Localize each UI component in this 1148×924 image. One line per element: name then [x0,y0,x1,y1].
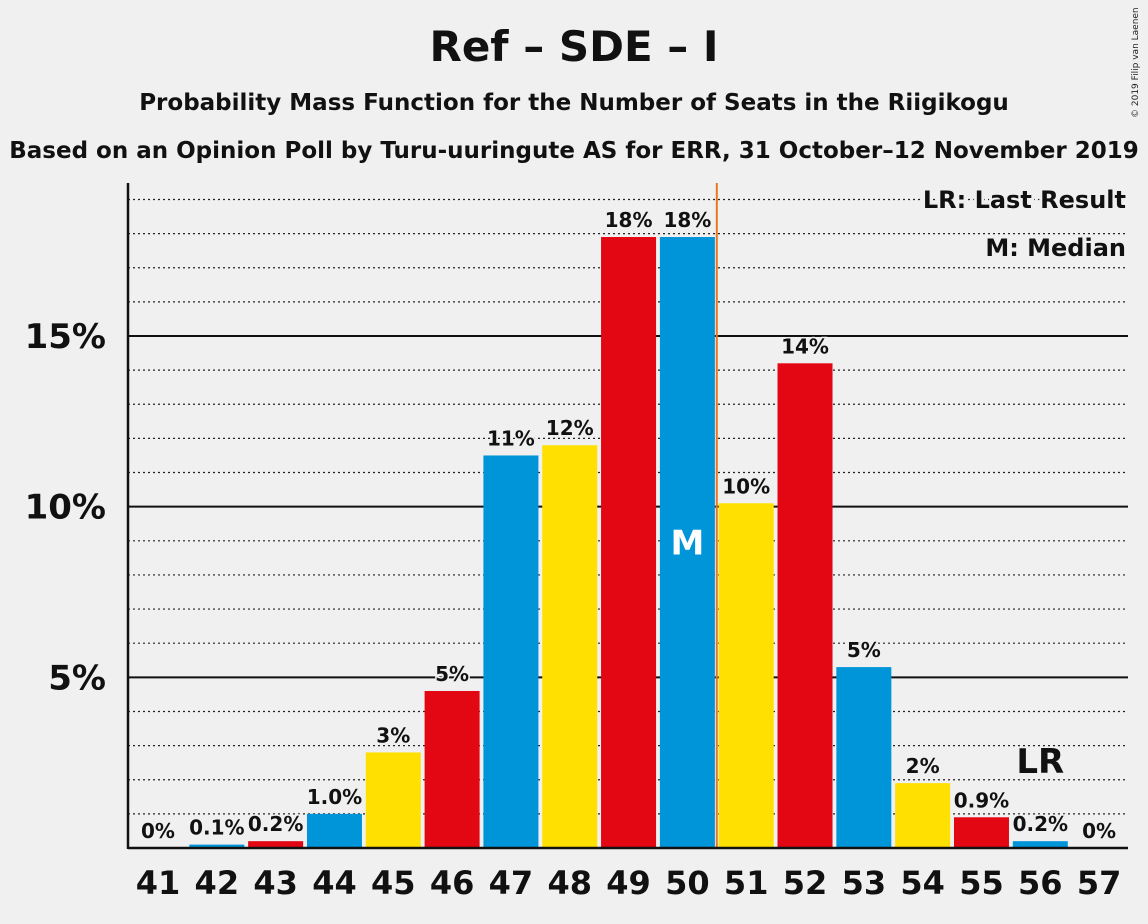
data-label: 0.1% [189,816,244,840]
data-label: 18% [663,208,711,232]
data-label: 3% [376,723,410,747]
last-result-marker: LR [1016,742,1064,782]
x-tick-label: 42 [195,864,240,902]
bar-seat-49 [601,237,657,849]
data-label: 2% [906,754,940,778]
x-tick-label: 44 [312,864,357,902]
x-tick-label: 45 [371,864,416,902]
data-label: 5% [847,638,881,662]
x-tick-label: 50 [665,864,710,902]
data-label: 0.2% [1013,812,1068,836]
bar-seat-52 [777,363,833,848]
data-label: 0.9% [954,788,1009,812]
x-tick-label: 55 [959,864,1004,902]
bar-seat-56 [1012,841,1068,848]
x-tick-label: 57 [1077,864,1122,902]
x-tick-label: 49 [606,864,651,902]
bar-seat-51 [718,503,774,848]
data-label: 0% [1082,819,1116,843]
data-label: 12% [546,416,594,440]
bar-seat-50 [659,237,715,849]
bar-seat-45 [365,752,421,848]
x-tick-label: 48 [547,864,592,902]
x-tick-label: 52 [783,864,828,902]
chart-source-line: Based on an Opinion Poll by Turu-uuringu… [9,138,1139,164]
legend-median: M: Median [985,234,1126,262]
x-tick-label: 43 [253,864,298,902]
y-tick-label: 10% [25,488,106,528]
bar-seat-43 [248,841,304,848]
data-label: 18% [605,208,653,232]
x-tick-label: 53 [842,864,887,902]
data-label: 1.0% [307,785,362,809]
bar-seat-55 [953,817,1009,848]
bar-seat-44 [306,813,362,848]
bar-seat-53 [836,667,892,848]
data-label: 11% [487,426,535,450]
x-tick-label: 46 [430,864,475,902]
y-tick-label: 5% [48,658,106,698]
x-tick-label: 51 [724,864,769,902]
data-label: 0.2% [248,812,303,836]
data-label: 5% [435,662,469,686]
bar-seat-48 [542,445,598,848]
median-marker: M [670,524,704,564]
x-tick-label: 41 [136,864,181,902]
y-tick-label: 15% [25,317,106,357]
data-label: 14% [781,334,829,358]
x-tick-label: 56 [1018,864,1063,902]
chart-subtitle: Probability Mass Function for the Number… [139,90,1009,116]
bar-seat-46 [424,690,480,848]
bar-seat-47 [483,455,539,848]
x-tick-label: 47 [489,864,534,902]
bar-seat-42 [189,844,245,848]
data-label: 10% [722,474,770,498]
bar-seat-54 [895,783,951,848]
x-tick-label: 54 [900,864,945,902]
legend-last-result: LR: Last Result [923,186,1126,214]
data-label: 0% [141,819,175,843]
chart-title: Ref – SDE – I [429,22,719,71]
